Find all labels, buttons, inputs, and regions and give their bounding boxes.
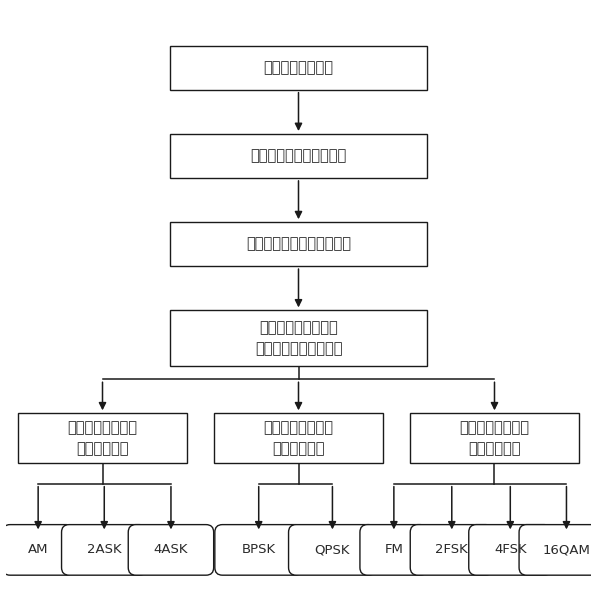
Text: QPSK: QPSK: [315, 544, 350, 556]
FancyBboxPatch shape: [215, 524, 303, 575]
FancyBboxPatch shape: [214, 413, 383, 463]
Text: 调制信号接收模块: 调制信号接收模块: [263, 60, 334, 75]
FancyBboxPatch shape: [410, 413, 579, 463]
FancyBboxPatch shape: [410, 524, 493, 575]
Text: AM: AM: [28, 544, 48, 556]
FancyBboxPatch shape: [18, 413, 187, 463]
Text: 4FSK: 4FSK: [494, 544, 527, 556]
Text: 频移键控调制方式
判断输出模块: 频移键控调制方式 判断输出模块: [460, 420, 530, 456]
Text: 基本调制方式与详细
调制方式条件判断模块: 基本调制方式与详细 调制方式条件判断模块: [255, 320, 342, 356]
Text: 相移键控调制方式
判断输出模块: 相移键控调制方式 判断输出模块: [263, 420, 334, 456]
Text: FM: FM: [384, 544, 404, 556]
FancyBboxPatch shape: [170, 222, 427, 266]
FancyBboxPatch shape: [469, 524, 552, 575]
FancyBboxPatch shape: [360, 524, 428, 575]
FancyBboxPatch shape: [128, 524, 214, 575]
Text: 2FSK: 2FSK: [435, 544, 468, 556]
FancyBboxPatch shape: [170, 46, 427, 90]
Text: 振幅键控调制方式
判断输出模块: 振幅键控调制方式 判断输出模块: [67, 420, 137, 456]
FancyBboxPatch shape: [288, 524, 376, 575]
FancyBboxPatch shape: [170, 134, 427, 178]
Text: 调制方式特征参数提取模块: 调制方式特征参数提取模块: [246, 236, 351, 251]
FancyBboxPatch shape: [2, 524, 74, 575]
FancyBboxPatch shape: [170, 310, 427, 366]
FancyBboxPatch shape: [519, 524, 597, 575]
Text: BPSK: BPSK: [242, 544, 276, 556]
Text: 4ASK: 4ASK: [153, 544, 188, 556]
Text: 2ASK: 2ASK: [87, 544, 122, 556]
FancyBboxPatch shape: [61, 524, 147, 575]
Text: 16QAM: 16QAM: [543, 544, 590, 556]
Text: 瞬时特征归一化处理模块: 瞬时特征归一化处理模块: [250, 148, 347, 163]
